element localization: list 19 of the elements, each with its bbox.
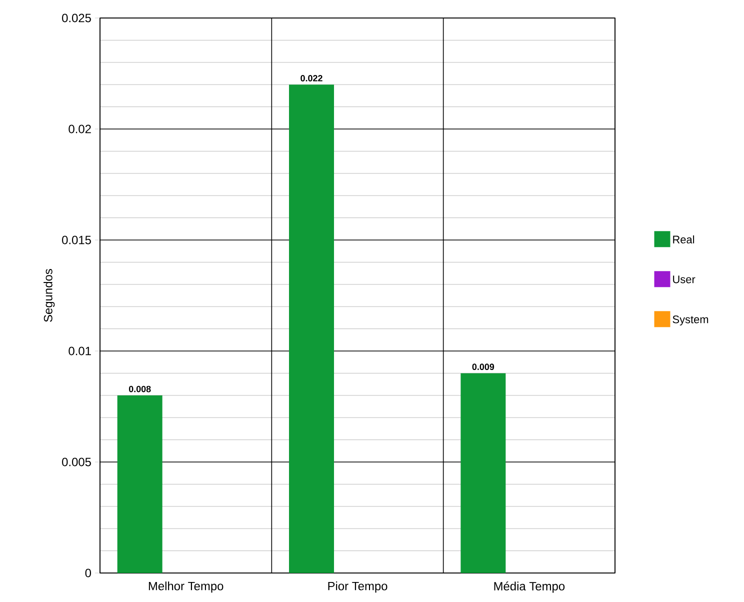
y-tick-label: 0.02 bbox=[68, 124, 91, 134]
bar bbox=[117, 395, 162, 573]
x-tick-label: Pior Tempo bbox=[328, 582, 388, 593]
y-tick-label: 0.01 bbox=[68, 346, 91, 356]
data-label: 0.022 bbox=[300, 75, 322, 82]
x-tick-label: Média Tempo bbox=[494, 582, 565, 593]
y-tick-label: 0.025 bbox=[62, 14, 91, 22]
y-tick-label: 0.005 bbox=[62, 458, 91, 466]
y-tick-label: 0.015 bbox=[62, 236, 91, 244]
legend-label: User bbox=[673, 276, 696, 284]
bar bbox=[289, 84, 334, 573]
legend-label: System bbox=[672, 316, 708, 326]
y-tick-label: 0 bbox=[85, 568, 92, 578]
y-axis-title: Segundos bbox=[44, 269, 55, 322]
data-label: 0.008 bbox=[128, 386, 151, 392]
x-tick-label: Melhor Tempo bbox=[148, 582, 224, 593]
data-label: 0.009 bbox=[472, 364, 494, 370]
legend-label: Real bbox=[673, 235, 694, 244]
bar bbox=[460, 373, 506, 573]
